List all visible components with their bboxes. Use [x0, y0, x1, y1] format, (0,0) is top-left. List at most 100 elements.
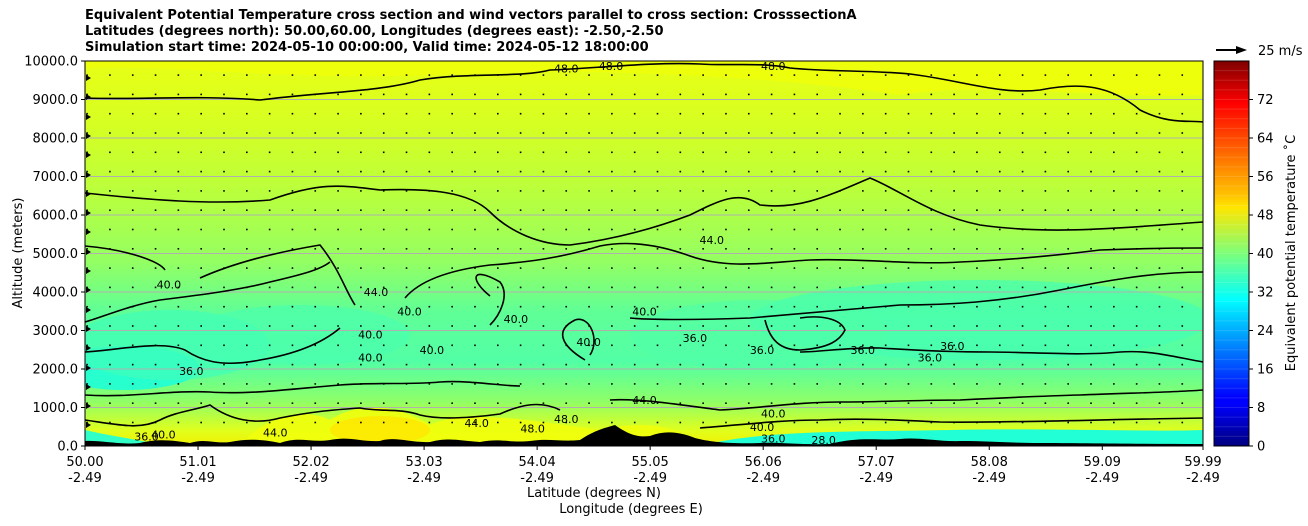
wind-vector [976, 209, 978, 211]
wind-vector [611, 363, 613, 366]
wind-vector [337, 363, 339, 366]
wind-vector [679, 190, 682, 192]
contour-label: 36.0 [750, 344, 775, 357]
wind-vector [291, 209, 294, 211]
wind-vector [702, 248, 704, 250]
wind-vector [154, 344, 157, 347]
wind-vector [268, 286, 271, 289]
wind-vector [154, 248, 157, 250]
wind-vector [611, 383, 613, 385]
wind-vector [200, 248, 202, 250]
wind-vector [1113, 248, 1115, 250]
x-tick-label-lat: 56.06 [745, 455, 782, 470]
x-tick-label-lon: -2.49 [520, 471, 554, 486]
wind-vector [246, 267, 248, 269]
wind-vector [519, 228, 522, 231]
wind-vector [154, 228, 157, 231]
wind-vector [1113, 325, 1115, 327]
wind-vector [1113, 421, 1115, 424]
wind-vector [770, 344, 773, 347]
wind-vector [337, 402, 339, 404]
wind-vector [1158, 93, 1161, 96]
wind-vector [246, 363, 248, 366]
wind-vector [131, 112, 134, 115]
wind-vector [633, 151, 636, 154]
y-tick-label: 6000.0 [33, 209, 79, 224]
wind-vector [930, 248, 933, 250]
wind-vector [702, 74, 704, 76]
wind-vector [428, 93, 431, 96]
wind-vector [360, 325, 362, 327]
wind-vector [907, 74, 910, 76]
wind-vector [793, 267, 796, 269]
wind-vector [291, 286, 294, 289]
wind-vector [519, 190, 522, 192]
contour-label: 36.0 [683, 332, 708, 345]
wind-vector [496, 170, 499, 173]
wind-vector [405, 363, 408, 366]
wind-vector [862, 151, 864, 154]
wind-vector [725, 170, 727, 173]
wind-vector [998, 209, 1001, 211]
wind-vector [793, 402, 796, 404]
wind-vector [405, 170, 408, 173]
wind-vector [679, 93, 682, 96]
wind-vector [382, 132, 385, 134]
contour-label: 40.0 [151, 428, 176, 441]
wind-vector [793, 209, 796, 211]
wind-vector [1204, 209, 1206, 211]
wind-vector [1113, 286, 1115, 289]
wind-vector [1181, 93, 1184, 96]
wind-vector [884, 402, 887, 404]
wind-vector [747, 93, 750, 96]
wind-vector [656, 209, 659, 211]
wind-vector [1204, 229, 1206, 231]
wind-vector [268, 363, 271, 366]
wind-vector [702, 112, 704, 115]
wind-vector [86, 133, 91, 139]
contour-label: 48.0 [599, 60, 624, 73]
wind-vector [1135, 305, 1138, 308]
wind-vector [1113, 363, 1115, 366]
wind-vector [633, 248, 636, 250]
wind-vector [1044, 383, 1047, 385]
wind-vector [1204, 422, 1206, 424]
wind-vector [496, 209, 499, 211]
colorbar-tick-label: 24 [1257, 324, 1274, 339]
wind-vector [519, 112, 522, 115]
colorbar-tick-label: 64 [1257, 132, 1274, 147]
wind-vector [519, 305, 522, 308]
wind-vector [246, 151, 248, 154]
wind-vector [907, 112, 910, 115]
wind-vector [747, 363, 750, 366]
wind-vector [1067, 93, 1070, 96]
y-axis-label: Altitude (meters) [11, 198, 26, 309]
wind-vector [998, 132, 1001, 134]
wind-vector [86, 191, 91, 197]
wind-vector [907, 228, 910, 231]
wind-vector [976, 93, 978, 96]
wind-vector [496, 93, 499, 96]
wind-vector [519, 402, 522, 404]
wind-vector [382, 402, 385, 404]
wind-vector [633, 190, 636, 192]
wind-vector [291, 402, 294, 404]
wind-vector [953, 209, 955, 211]
wind-vector [474, 190, 476, 192]
wind-vector [953, 170, 955, 173]
wind-vector [382, 190, 385, 192]
wind-vector [656, 305, 659, 308]
wind-vector [177, 74, 180, 76]
wind-vector [109, 112, 111, 115]
wind-vector [725, 93, 727, 96]
wind-vector [884, 344, 887, 347]
wind-vector [428, 363, 431, 366]
wind-vector [839, 305, 841, 308]
wind-vector [86, 286, 88, 289]
wind-vector [382, 228, 385, 231]
wind-vector [382, 74, 385, 76]
wind-vector [702, 305, 704, 308]
wind-vector [268, 190, 271, 192]
contour-label: 40.0 [420, 344, 445, 357]
wind-vector [862, 132, 864, 134]
